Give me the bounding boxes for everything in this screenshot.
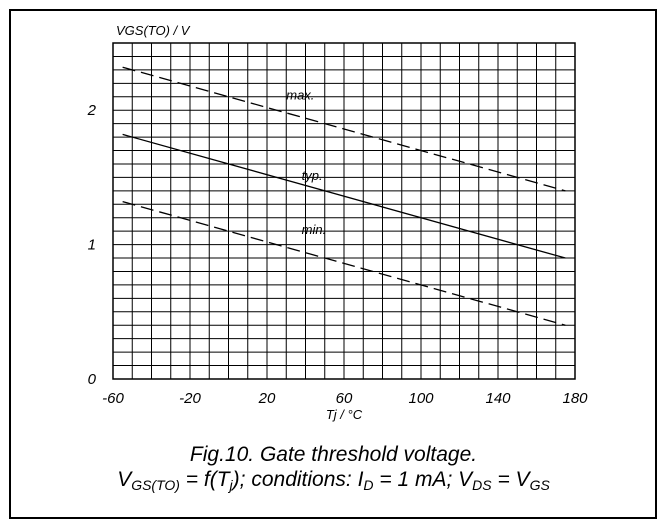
series-label-max: max. bbox=[286, 87, 314, 102]
caption-subscript: DS bbox=[472, 477, 492, 493]
chart-series bbox=[122, 66, 566, 326]
caption-part: = V bbox=[491, 468, 530, 491]
chart-grid bbox=[112, 42, 576, 380]
gate-threshold-chart: -60 -20 20 60 100 140 180 0 1 2 VGS(TO) / V Tj / °C… bbox=[87, 23, 589, 422]
x-tick-label: 180 bbox=[562, 390, 588, 407]
y-tick-label: 0 bbox=[88, 371, 97, 388]
caption-subscript: GS bbox=[529, 477, 550, 493]
x-axis-label: Tj / °C bbox=[326, 407, 363, 422]
series-line-typ bbox=[122, 133, 566, 259]
x-axis-label-name: Tj / bbox=[326, 407, 348, 422]
caption-subscript: D bbox=[363, 477, 374, 493]
caption-part: ); conditions: I bbox=[232, 468, 364, 491]
x-tick-label: 60 bbox=[336, 390, 353, 407]
x-tick-label: 140 bbox=[485, 390, 511, 407]
x-tick-label: 20 bbox=[258, 390, 276, 407]
series-line-min bbox=[122, 200, 566, 326]
plot-border bbox=[112, 42, 576, 380]
figure-caption-title: Fig.10. Gate threshold voltage. bbox=[189, 443, 478, 466]
series-label-typ: typ. bbox=[302, 168, 323, 183]
figure-caption-formula: VGS(TO) = f(Tj); conditions: ID = 1 mA; … bbox=[0, 468, 667, 492]
caption-part: = f(T bbox=[179, 468, 230, 491]
y-tick-label: 2 bbox=[87, 102, 97, 119]
caption-subscript: j bbox=[229, 477, 233, 493]
caption-part: V bbox=[117, 468, 132, 491]
x-tick-label: 100 bbox=[408, 390, 434, 407]
x-tick-label: -20 bbox=[179, 390, 201, 407]
y-axis-label: VGS(TO) / V bbox=[116, 23, 191, 38]
caption-part: = 1 mA; V bbox=[373, 468, 473, 491]
x-tick-label: -60 bbox=[102, 390, 124, 407]
chart-labels: -60 -20 20 60 100 140 180 0 1 2 VGS(TO) / V Tj / °C… bbox=[87, 23, 589, 422]
series-label-min: min. bbox=[302, 222, 327, 237]
y-tick-label: 1 bbox=[88, 237, 96, 254]
series-line-max bbox=[122, 66, 566, 192]
caption-subscript: GS(TO) bbox=[131, 477, 180, 493]
x-axis-label-unit: °C bbox=[348, 407, 363, 422]
